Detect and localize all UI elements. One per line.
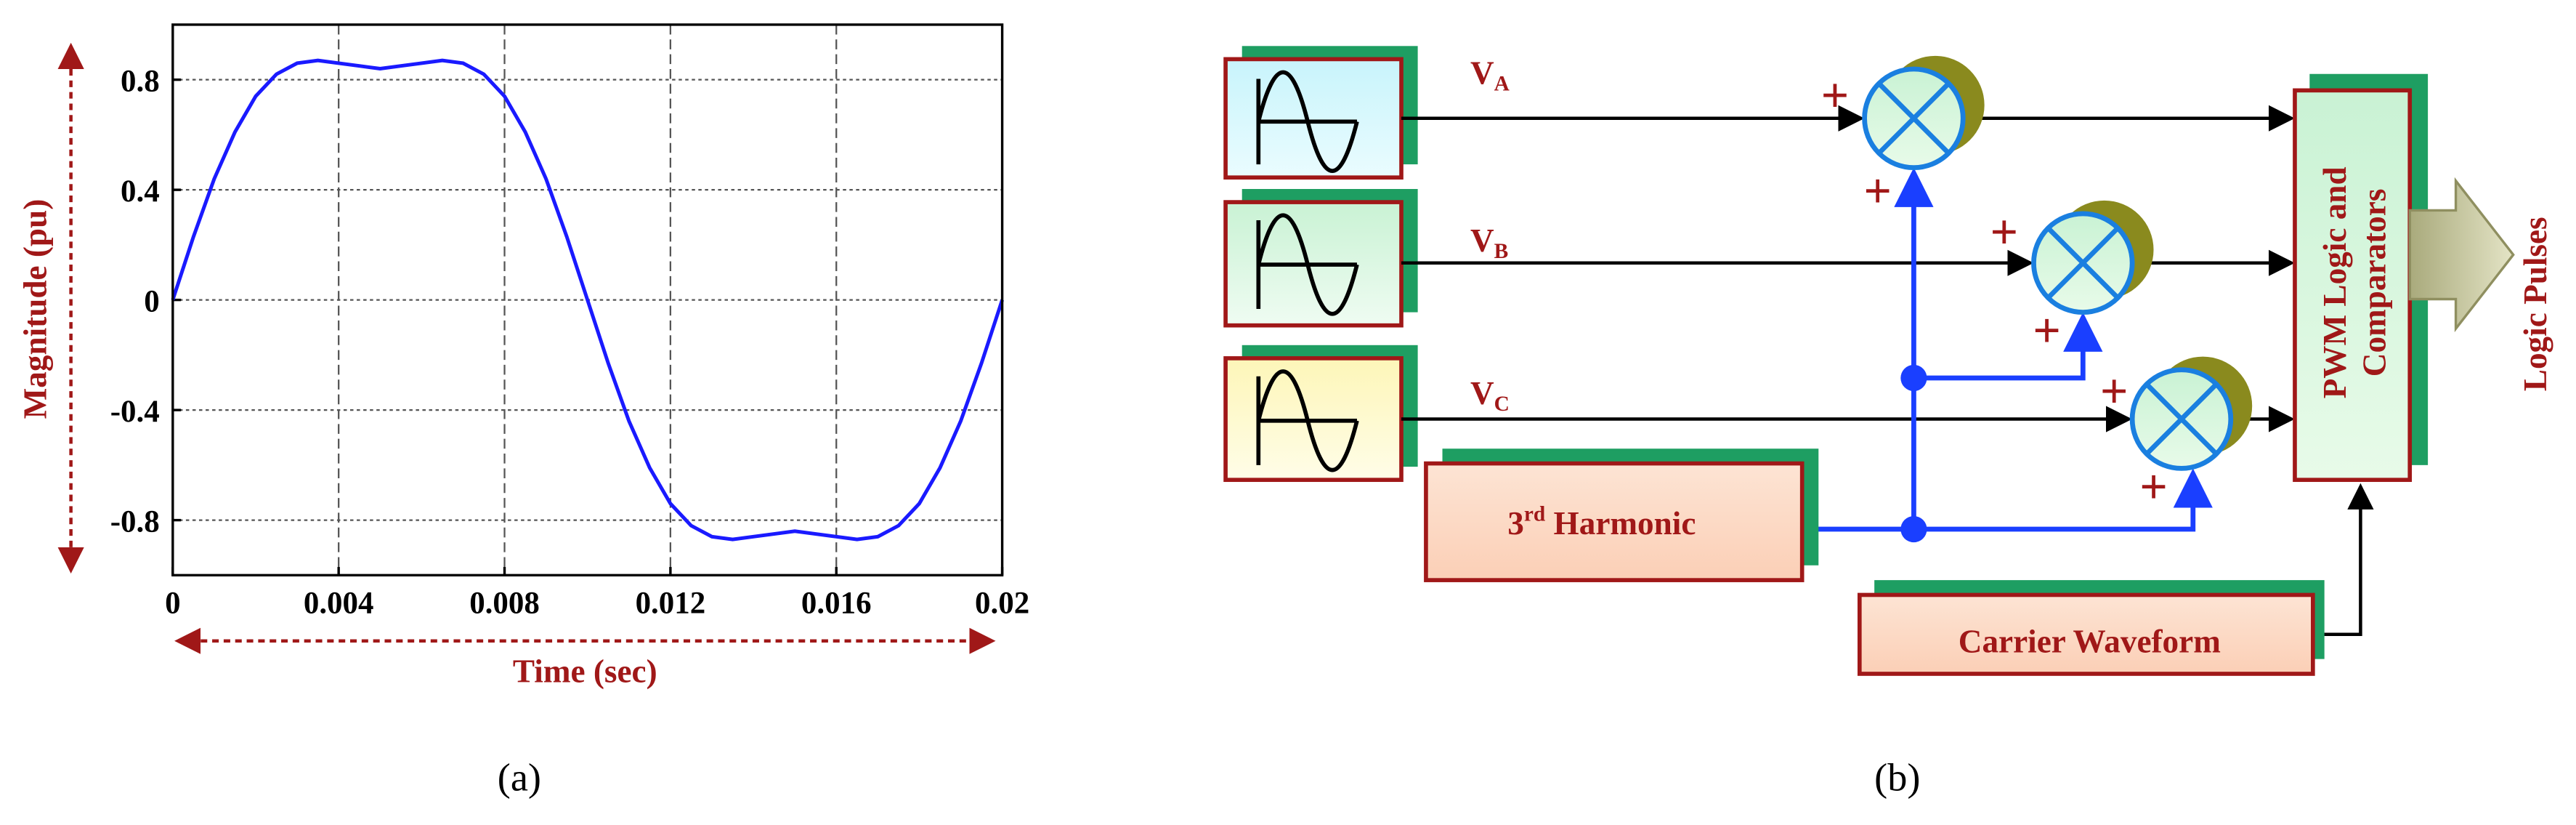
y-axis-label: Magnitude (pu)	[17, 199, 54, 419]
harmonic-lines	[1802, 167, 2213, 532]
x-axis-label: Time (sec)	[513, 653, 657, 689]
x-tick-label: 0.008	[469, 586, 540, 620]
sine-icons	[1256, 70, 1359, 472]
y-tick-label: -0.8	[110, 504, 160, 539]
x-tick-label: 0	[165, 586, 180, 620]
source-label: VB	[1470, 222, 1508, 263]
plot-frame	[171, 23, 1004, 577]
x-tick-label: 0.004	[304, 586, 374, 620]
x-tick-label: 0.02	[975, 586, 1029, 620]
y-tick-label: 0.4	[121, 174, 160, 209]
carrier-label: Carrier Waveform	[1959, 624, 2221, 660]
source-box	[1223, 57, 1404, 180]
plus-sign: +	[1821, 68, 1850, 123]
plus-sign: +	[2139, 459, 2168, 514]
harmonic-box	[1424, 461, 1805, 582]
carrier-box	[1857, 592, 2315, 676]
source-label: VA	[1470, 55, 1510, 95]
source-label: VC	[1470, 375, 1510, 416]
caption: (a)	[498, 756, 541, 800]
chart-a: 0 0.004 0.008 0.012 0.016 0.02 -0.8 -0.4 0 0.4 0.8	[110, 23, 1029, 620]
y-tick-label: -0.4	[110, 395, 160, 429]
harmonic-label: 3rd Harmonic	[1507, 503, 1696, 542]
signs: + + + + + +	[1821, 68, 2168, 514]
y-tick-label: 0	[144, 284, 159, 318]
line-series	[171, 58, 1004, 542]
y-tick-label: 0.8	[121, 64, 160, 98]
x-tick-label: 0.016	[801, 586, 872, 620]
caption: (b)	[1874, 756, 1920, 800]
plus-sign: +	[2100, 364, 2129, 419]
pwm-label: Comparators	[2356, 189, 2392, 377]
output-label: Logic Pulses	[2517, 217, 2553, 391]
plus-sign: +	[1990, 204, 2018, 259]
plus-sign: +	[1863, 164, 1892, 218]
summers	[1862, 55, 2253, 471]
output-arrow	[2408, 177, 2515, 333]
plus-sign: +	[2033, 303, 2061, 358]
x-tick-label: 0.012	[636, 586, 706, 620]
junction	[1900, 364, 1927, 392]
signal-lines	[1401, 105, 2374, 636]
pwm-label: PWM Logic and	[2317, 166, 2353, 398]
diagram-b: VA VB VC	[1223, 46, 2553, 676]
junction	[1900, 515, 1927, 543]
